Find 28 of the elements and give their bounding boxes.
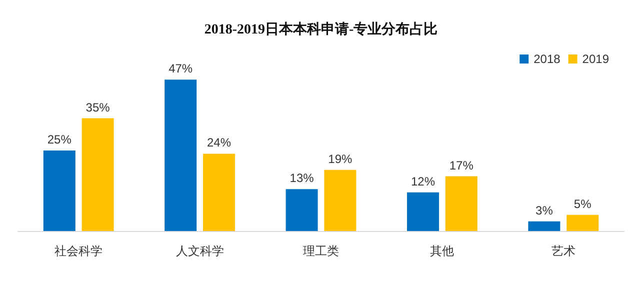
x-tick-label: 其他	[430, 244, 454, 258]
data-label: 19%	[328, 152, 353, 166]
x-tick-label: 艺术	[551, 244, 576, 258]
bar	[164, 80, 197, 231]
data-label: 47%	[168, 62, 193, 76]
bar	[286, 189, 318, 231]
bar	[445, 176, 478, 231]
bar	[82, 118, 114, 231]
x-tick-label: 理工类	[303, 244, 339, 258]
data-label: 17%	[449, 158, 474, 172]
data-label: 25%	[47, 132, 72, 146]
bar	[203, 154, 235, 231]
x-tick-label: 社会科学	[54, 244, 103, 258]
data-label: 13%	[290, 171, 314, 186]
x-tick-label: 人文科学	[176, 244, 224, 258]
bar	[566, 214, 599, 231]
bar	[407, 192, 439, 231]
data-label: 5%	[574, 196, 592, 211]
data-label: 3%	[536, 203, 554, 218]
legend-label: 2019	[582, 52, 610, 66]
data-label: 24%	[206, 136, 232, 150]
legend-label: 2018	[534, 52, 561, 66]
bar	[43, 150, 76, 231]
data-label: 12%	[410, 174, 436, 188]
chart-title: 2018-2019日本本科申请-专业分布占比	[204, 20, 438, 38]
data-label: 35%	[86, 100, 110, 114]
bar	[324, 170, 356, 231]
bar	[528, 221, 560, 231]
